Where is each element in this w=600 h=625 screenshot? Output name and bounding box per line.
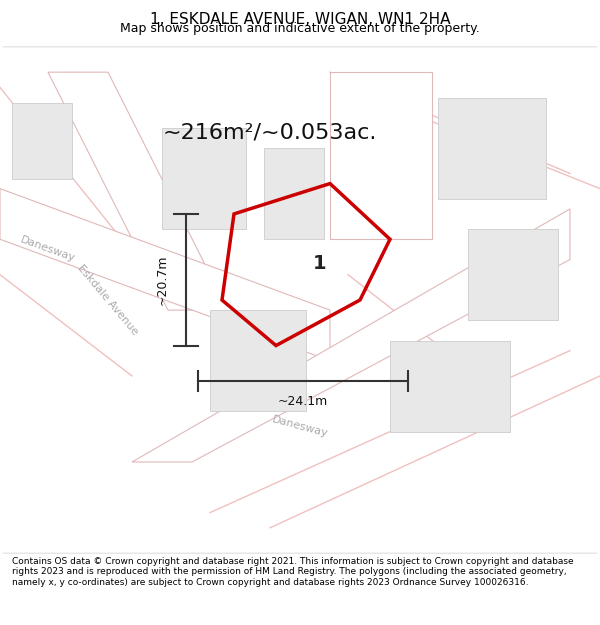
Bar <box>12 102 72 179</box>
Bar <box>468 229 558 320</box>
Text: Danesway: Danesway <box>271 414 329 439</box>
Polygon shape <box>0 189 330 361</box>
Polygon shape <box>48 72 228 310</box>
Bar <box>210 310 306 411</box>
Text: Danesway: Danesway <box>19 235 77 264</box>
Text: ~216m²/~0.053ac.: ~216m²/~0.053ac. <box>163 123 377 143</box>
Text: Map shows position and indicative extent of the property.: Map shows position and indicative extent… <box>120 22 480 35</box>
Text: Contains OS data © Crown copyright and database right 2021. This information is : Contains OS data © Crown copyright and d… <box>12 557 574 586</box>
Bar <box>264 148 324 239</box>
Text: ~20.7m: ~20.7m <box>155 254 169 305</box>
Bar <box>162 128 246 229</box>
Text: ~24.1m: ~24.1m <box>278 395 328 408</box>
Polygon shape <box>330 72 432 239</box>
Bar <box>390 341 510 432</box>
Bar <box>438 98 546 199</box>
Text: 1, ESKDALE AVENUE, WIGAN, WN1 2HA: 1, ESKDALE AVENUE, WIGAN, WN1 2HA <box>150 12 450 27</box>
Text: 1: 1 <box>313 254 327 273</box>
Polygon shape <box>132 209 570 462</box>
Text: Eskdale Avenue: Eskdale Avenue <box>76 263 140 337</box>
